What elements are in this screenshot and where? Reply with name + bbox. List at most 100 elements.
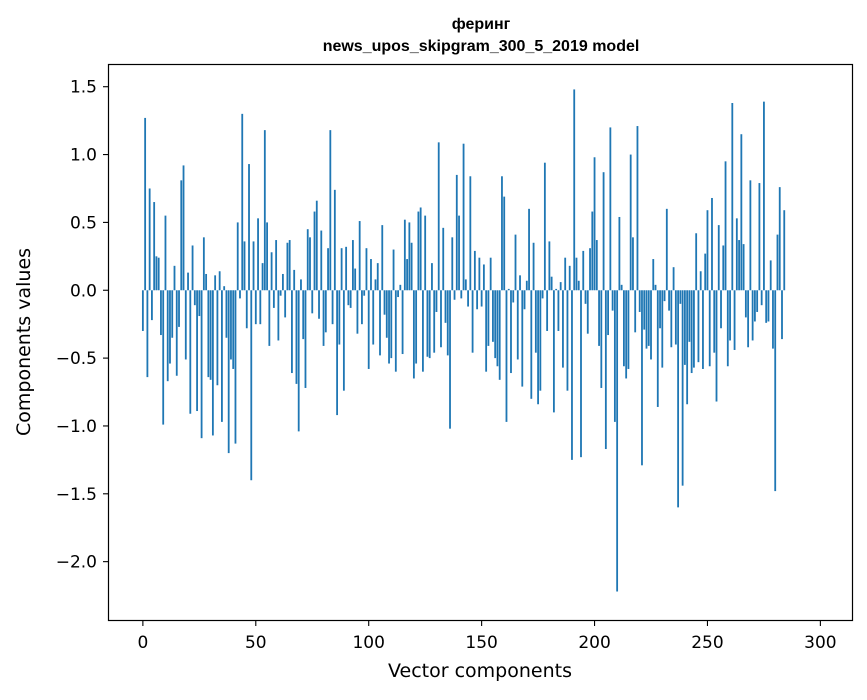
bar-component-135 <box>446 290 449 356</box>
bar-component-139 <box>455 174 458 291</box>
bar-component-78 <box>318 290 320 319</box>
y-axis-label: Components values <box>13 248 35 436</box>
bar-component-106 <box>381 225 384 291</box>
bar-component-118 <box>408 222 411 291</box>
bar-component-23 <box>193 290 196 306</box>
bar-component-199 <box>591 211 594 291</box>
bar-component-178 <box>543 162 546 291</box>
bar-component-176 <box>539 290 542 391</box>
bar-component-174 <box>534 290 537 353</box>
bar-component-130 <box>435 290 438 312</box>
bar-component-120 <box>412 290 415 379</box>
bar-component-230 <box>661 290 664 368</box>
bar-component-6 <box>155 256 158 291</box>
bar-component-7 <box>157 257 160 291</box>
y-tick-label: 1.0 <box>70 146 97 166</box>
bar-component-280 <box>774 290 777 492</box>
x-tick-label: 300 <box>804 633 836 653</box>
bar-component-169 <box>523 290 526 310</box>
bar-component-27 <box>202 237 205 291</box>
bar-component-276 <box>765 290 768 323</box>
bar-component-184 <box>557 290 560 331</box>
bar-component-187 <box>564 257 567 291</box>
bar-component-74 <box>309 237 311 291</box>
bar-component-247 <box>699 271 702 291</box>
bar-component-111 <box>392 249 395 291</box>
bar-component-108 <box>385 290 388 338</box>
bar-component-9 <box>162 290 165 425</box>
bar-component-216 <box>629 154 632 291</box>
bar-component-0 <box>141 290 144 331</box>
bar-component-154 <box>489 257 492 291</box>
bar-component-190 <box>571 290 573 460</box>
bar-component-94 <box>354 268 357 291</box>
bar-component-123 <box>419 207 422 291</box>
bar-component-32 <box>214 275 217 291</box>
y-tick-label: −0.5 <box>56 349 97 369</box>
bar-component-194 <box>580 290 582 458</box>
bar-component-240 <box>683 290 686 365</box>
bar-component-222 <box>643 290 646 330</box>
bar-component-211 <box>618 216 621 291</box>
bar-component-209 <box>613 290 616 422</box>
bar-component-149 <box>478 257 481 291</box>
bar-component-45 <box>243 241 246 291</box>
bar-component-40 <box>232 290 235 369</box>
bar-component-238 <box>679 290 682 304</box>
bar-component-95 <box>356 290 359 334</box>
bar-component-80 <box>322 290 325 346</box>
bar-component-77 <box>315 200 318 291</box>
bar-component-44 <box>241 113 244 291</box>
bar-component-122 <box>417 211 420 291</box>
bar-component-37 <box>225 290 228 338</box>
bar-component-14 <box>173 265 176 291</box>
bar-component-224 <box>647 290 650 346</box>
bar-component-3 <box>148 188 151 291</box>
bar-component-129 <box>433 290 436 353</box>
bar-component-90 <box>345 246 348 291</box>
bar-component-259 <box>726 290 729 367</box>
bar-component-19 <box>184 290 187 360</box>
bar-component-49 <box>252 241 255 291</box>
bar-component-284 <box>783 210 786 291</box>
bar-component-266 <box>742 244 745 291</box>
bar-component-185 <box>559 282 562 291</box>
bar-component-57 <box>270 252 273 291</box>
bar-component-223 <box>645 290 648 349</box>
bar-component-274 <box>760 290 763 306</box>
bar-component-233 <box>668 290 670 311</box>
bar-component-268 <box>747 290 750 348</box>
bar-component-253 <box>713 290 716 353</box>
bar-component-183 <box>555 288 558 291</box>
bar-component-206 <box>607 290 609 336</box>
bar-component-151 <box>482 264 485 291</box>
bar-component-36 <box>223 286 226 291</box>
bar-component-52 <box>259 290 262 325</box>
bar-component-63 <box>284 290 287 318</box>
y-tick-label: −2.0 <box>56 553 97 573</box>
bar-component-102 <box>372 290 375 345</box>
bar-component-207 <box>609 127 612 291</box>
bar-component-278 <box>769 260 772 291</box>
bar-component-152 <box>485 290 488 372</box>
bar-component-98 <box>363 290 366 296</box>
bar-component-109 <box>388 290 390 364</box>
x-tick-label: 50 <box>245 633 267 653</box>
bar-component-11 <box>166 290 169 382</box>
bar-component-281 <box>776 234 779 291</box>
chart-subtitle: news_upos_skipgram_300_5_2019 model <box>323 38 640 55</box>
x-tick-label: 150 <box>465 633 497 653</box>
bar-component-110 <box>390 290 393 359</box>
bar-component-29 <box>207 290 210 378</box>
bar-component-12 <box>169 290 171 364</box>
bar-component-171 <box>528 208 530 291</box>
bar-component-144 <box>467 290 469 307</box>
bar-component-117 <box>406 259 409 291</box>
bar-component-275 <box>763 101 765 291</box>
bar-component-101 <box>370 259 372 291</box>
bar-component-42 <box>236 222 239 291</box>
bar-component-68 <box>295 290 298 384</box>
bar-component-163 <box>510 290 512 374</box>
bar-component-103 <box>374 279 377 291</box>
bar-component-162 <box>507 288 510 291</box>
